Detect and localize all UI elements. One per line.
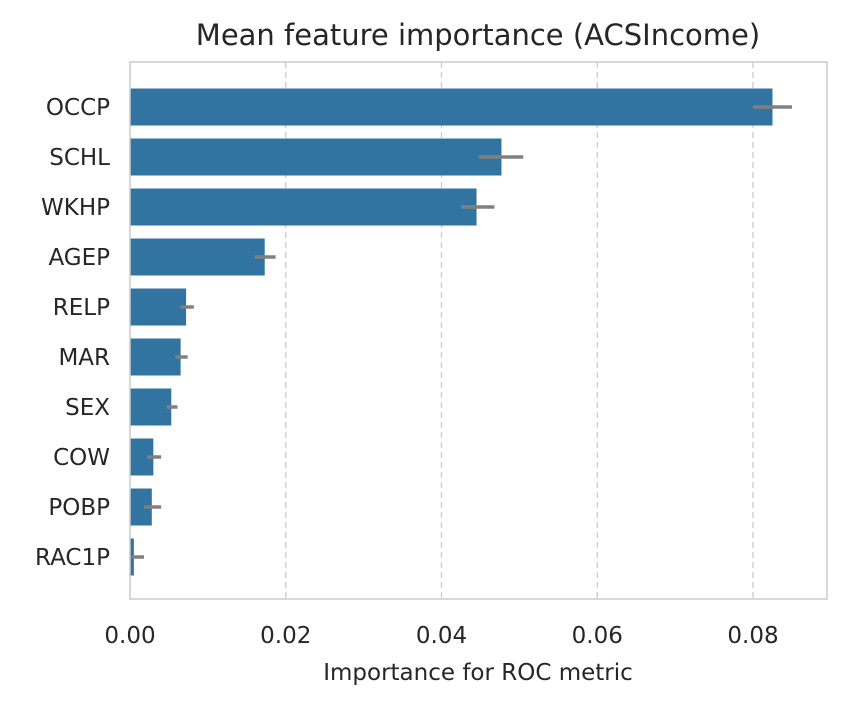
bar — [130, 488, 152, 526]
x-tick-label: 0.02 — [260, 623, 311, 649]
bar — [130, 338, 181, 376]
bar — [130, 388, 172, 426]
y-tick-label: MAR — [58, 345, 110, 371]
x-tick-label: 0.08 — [727, 623, 778, 649]
y-tick-label: POBP — [48, 495, 110, 521]
bar — [130, 188, 477, 226]
y-tick-label: RELP — [53, 295, 110, 321]
x-tick-labels: 0.00 0.02 0.04 0.06 0.08 — [104, 623, 778, 649]
bar — [130, 238, 265, 276]
y-tick-label: WKHP — [41, 195, 110, 221]
y-tick-label: AGEP — [48, 245, 110, 271]
x-tick-label: 0.04 — [416, 623, 467, 649]
y-tick-label: RAC1P — [35, 545, 110, 571]
y-tick-label: SEX — [65, 395, 110, 421]
bar — [130, 438, 154, 476]
plot-frame — [129, 61, 828, 600]
bar — [130, 288, 187, 326]
error-bars — [131, 105, 792, 559]
x-tick-label: 0.00 — [104, 623, 155, 649]
bar — [130, 88, 773, 126]
y-tick-labels: OCCP SCHL WKHP AGEP RELP MAR SEX COW POBP RAC1P — [35, 95, 110, 571]
bar — [130, 138, 502, 176]
y-tick-label: COW — [53, 445, 110, 471]
chart-title: Mean feature importance (ACSIncome) — [196, 18, 760, 52]
y-tick-label: SCHL — [49, 145, 110, 171]
bars — [130, 88, 773, 576]
y-tick-label: OCCP — [46, 95, 110, 121]
x-tick-label: 0.06 — [572, 623, 623, 649]
x-axis-label: Importance for ROC metric — [323, 660, 633, 686]
